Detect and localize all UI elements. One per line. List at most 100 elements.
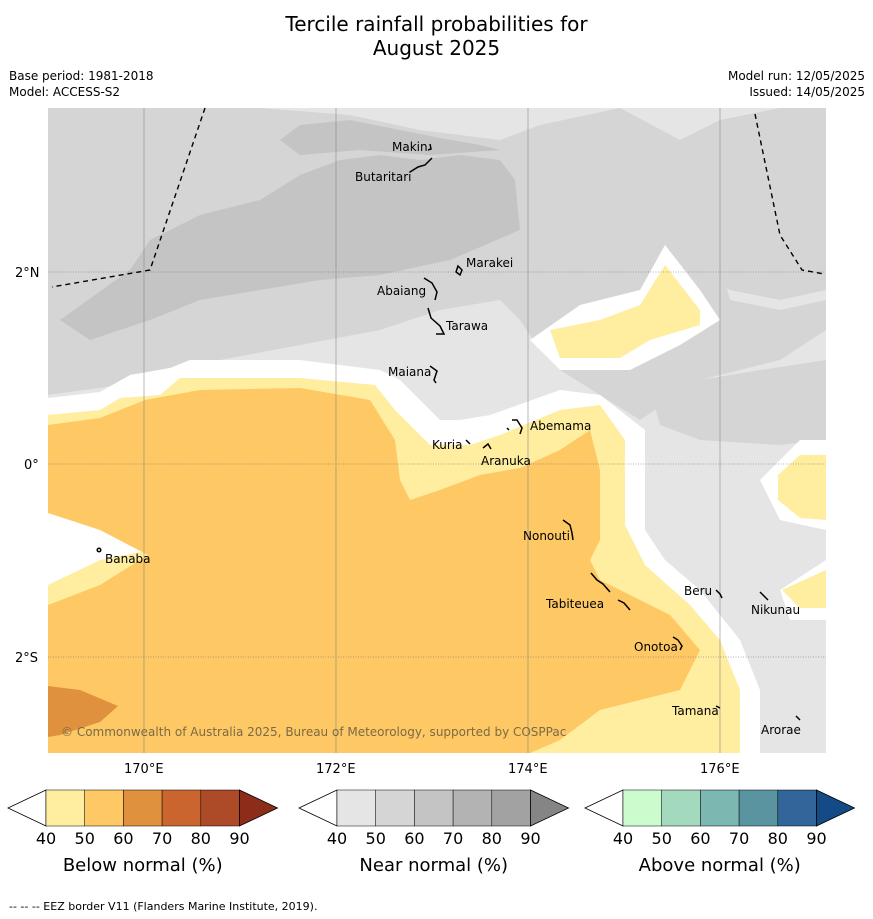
near-normal-colorbar-tick: 40 — [327, 829, 347, 848]
below-normal-colorbar-bin-5 — [200, 789, 240, 827]
lon-label-174e: 174°E — [508, 762, 548, 777]
below-normal-60-70-area — [48, 686, 118, 737]
title-line-1: Tercile rainfall probabilities for — [285, 12, 588, 36]
island-beru — [715, 589, 723, 599]
near-normal-colorbar-bin-5 — [491, 789, 531, 827]
lat-label-2s: 2°S — [15, 651, 38, 666]
below-normal-colorbar-bin-2 — [84, 789, 124, 827]
island-tamana — [715, 705, 721, 709]
below-normal-colorbar-tick: 90 — [229, 829, 249, 848]
above-normal-colorbar-tick: 90 — [806, 829, 826, 848]
title-line-2: August 2025 — [372, 36, 501, 60]
near-normal-colorbar-tick: 70 — [443, 829, 463, 848]
below-normal-colorbar-tick: 80 — [191, 829, 211, 848]
place-label-marakei: Marakei — [466, 256, 513, 270]
below-normal-colorbar-bin-3 — [123, 789, 163, 827]
near-normal-colorbar-bin-3 — [414, 789, 454, 827]
lon-label-172e: 172°E — [316, 762, 356, 777]
near-normal-colorbar-bin-4 — [452, 789, 493, 827]
above-normal-colorbar-title: Above normal (%) — [639, 855, 801, 876]
below-normal-40-50-patch-2 — [778, 455, 826, 520]
near-normal-colorbar-tick: 50 — [366, 829, 386, 848]
near-normal-colorbar-low-extend — [298, 789, 338, 827]
place-label-maiana: Maiana — [388, 365, 431, 379]
island-onotoa — [672, 636, 683, 651]
place-label-aranuka: Aranuka — [481, 454, 531, 468]
model-run-date: Model run: 12/05/2025 — [727, 69, 865, 83]
below-normal-colorbar-title: Below normal (%) — [63, 855, 223, 876]
above-normal-colorbar-high-extend — [816, 789, 856, 827]
map-gridlines — [48, 271, 826, 658]
base-period: Base period: 1981-2018 — [9, 69, 154, 83]
below-normal-colorbar-high-extend — [239, 789, 279, 827]
map-meridians — [143, 108, 721, 753]
island-nonouti — [562, 519, 574, 541]
model-name: Model: ACCESS-S2 — [9, 85, 121, 99]
near-normal-colorbar-bin-1 — [336, 789, 376, 827]
island-makin — [427, 143, 432, 151]
island-arorae — [795, 715, 801, 721]
model-info: Base period: 1981-2018 Model: ACCESS-S2 — [9, 68, 154, 100]
run-info: Model run: 12/05/2025 Issued: 14/05/2025 — [728, 68, 865, 100]
near-normal-60-70-area — [60, 120, 520, 340]
lon-label-170e: 170°E — [124, 762, 164, 777]
probability-fields — [48, 108, 826, 753]
island-kuria-aranuka — [465, 439, 492, 450]
near-normal-colorbar-high-extend — [530, 789, 570, 827]
above-normal-colorbar-tick: 60 — [690, 829, 710, 848]
island-outlines — [96, 143, 801, 721]
near-normal-colorbar-tick: 90 — [520, 829, 540, 848]
above-normal-colorbar: 40 50 60 70 80 90 Above normal (%) — [584, 789, 856, 876]
near-normal-colorbar-tick: 80 — [482, 829, 502, 848]
island-tarawa — [427, 307, 446, 335]
near-normal-colorbar-tick: 60 — [404, 829, 424, 848]
below-normal-colorbar-low-extend — [7, 789, 47, 827]
below-normal-colorbar-tick: 40 — [36, 829, 56, 848]
place-label-onotoa: Onotoa — [634, 640, 678, 654]
colorbar-legends: 40 50 60 70 80 90 Below normal (%) 40 50 60 70 80 90… — [7, 789, 856, 876]
lat-label-0: 0° — [24, 458, 39, 473]
island-butaritari — [409, 157, 433, 173]
place-label-abaiang: Abaiang — [377, 284, 426, 298]
above-normal-colorbar-tick: 70 — [729, 829, 749, 848]
above-normal-colorbar-bin-5 — [777, 789, 817, 827]
near-normal-colorbar-bin-2 — [375, 789, 415, 827]
below-normal-colorbar-bin-1 — [45, 789, 85, 827]
eez-footnote: -- -- -- EEZ border V11 (Flanders Marine… — [9, 900, 318, 913]
place-label-banaba: Banaba — [105, 552, 151, 566]
island-banaba — [96, 547, 102, 553]
near-normal-colorbar: 40 50 60 70 80 90 Near normal (%) — [298, 789, 570, 876]
place-label-abemama: Abemama — [530, 419, 591, 433]
above-normal-colorbar-low-extend — [584, 789, 624, 827]
below-normal-colorbar-tick: 50 — [75, 829, 95, 848]
above-normal-colorbar-bin-3 — [700, 789, 740, 827]
place-labels: Makin Butaritari Marakei Abaiang Tarawa … — [105, 140, 801, 737]
near-normal-colorbar-title: Near normal (%) — [359, 855, 508, 876]
issued-date: Issued: 14/05/2025 — [749, 85, 865, 99]
place-label-nonouti: Nonouti — [523, 529, 570, 543]
near-normal-50-60-patch-2 — [650, 360, 826, 445]
place-label-tabiteuea: Tabiteuea — [545, 597, 604, 611]
above-normal-colorbar-tick: 40 — [613, 829, 633, 848]
above-normal-colorbar-bin-2 — [661, 789, 701, 827]
place-label-kuria: Kuria — [432, 438, 463, 452]
copyright-notice: © Commonwealth of Australia 2025, Bureau… — [61, 725, 566, 739]
below-normal-colorbar-bin-4 — [161, 789, 202, 827]
below-normal-colorbar: 40 50 60 70 80 90 Below normal (%) — [7, 789, 279, 876]
lat-label-2n: 2°N — [15, 266, 40, 281]
place-label-butaritari: Butaritari — [355, 170, 412, 184]
place-label-arorae: Arorae — [761, 723, 801, 737]
eez-border — [51, 107, 825, 288]
above-normal-colorbar-tick: 50 — [652, 829, 672, 848]
place-label-beru: Beru — [684, 584, 712, 598]
place-label-nikunau: Nikunau — [751, 603, 800, 617]
island-marakei — [455, 264, 463, 277]
place-label-tarawa: Tarawa — [445, 319, 488, 333]
eez-border-east — [754, 113, 825, 275]
place-label-makin: Makin — [392, 140, 428, 154]
place-label-tamana: Tamana — [671, 704, 719, 718]
island-maiana — [429, 365, 438, 384]
below-normal-50-60-area — [48, 388, 700, 753]
island-tabiteuea — [590, 572, 631, 611]
